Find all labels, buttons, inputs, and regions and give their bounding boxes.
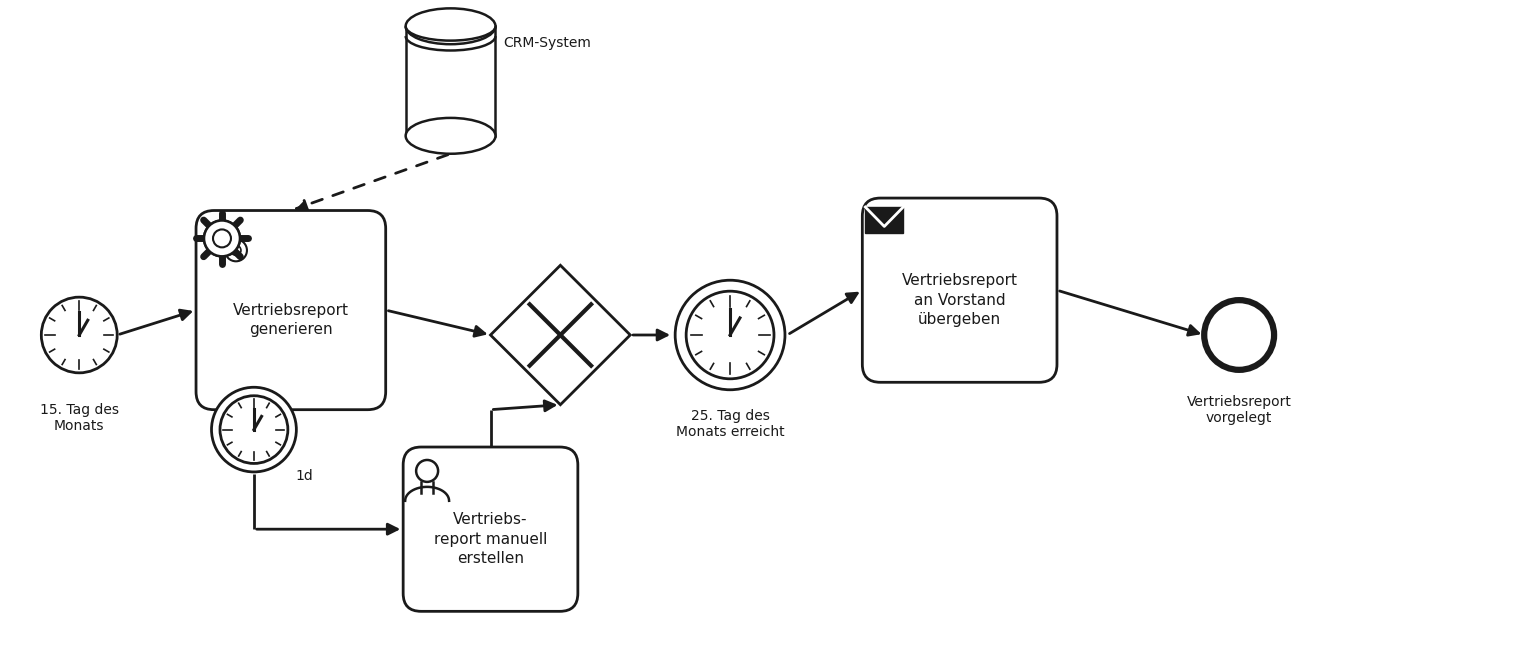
Circle shape: [214, 229, 230, 247]
FancyBboxPatch shape: [402, 447, 578, 612]
Text: Vertriebs-
report manuell
erstellen: Vertriebs- report manuell erstellen: [433, 512, 547, 566]
Circle shape: [416, 460, 438, 482]
Circle shape: [224, 239, 247, 261]
Circle shape: [41, 297, 117, 373]
Circle shape: [687, 291, 774, 379]
Bar: [406, 26, 496, 136]
Text: 25. Tag des
Monats erreicht: 25. Tag des Monats erreicht: [676, 409, 785, 439]
Text: CRM-System: CRM-System: [504, 36, 591, 50]
Text: 15. Tag des
Monats: 15. Tag des Monats: [40, 403, 118, 433]
Circle shape: [204, 221, 240, 256]
Polygon shape: [490, 265, 630, 405]
Ellipse shape: [406, 118, 496, 154]
Circle shape: [676, 280, 785, 390]
Circle shape: [1204, 300, 1273, 370]
Text: Vertriebsreport
an Vorstand
übergeben: Vertriebsreport an Vorstand übergeben: [902, 273, 1018, 327]
FancyBboxPatch shape: [862, 198, 1057, 382]
FancyBboxPatch shape: [197, 211, 386, 410]
Text: Vertriebsreport
vorgelegt: Vertriebsreport vorgelegt: [1187, 395, 1292, 425]
Circle shape: [204, 221, 240, 256]
Circle shape: [220, 396, 287, 464]
Circle shape: [212, 388, 296, 472]
Text: 1d: 1d: [296, 470, 313, 484]
Ellipse shape: [406, 9, 496, 44]
Text: Vertriebsreport
generieren: Vertriebsreport generieren: [233, 303, 349, 338]
Circle shape: [230, 245, 241, 255]
Bar: [865, 207, 903, 233]
